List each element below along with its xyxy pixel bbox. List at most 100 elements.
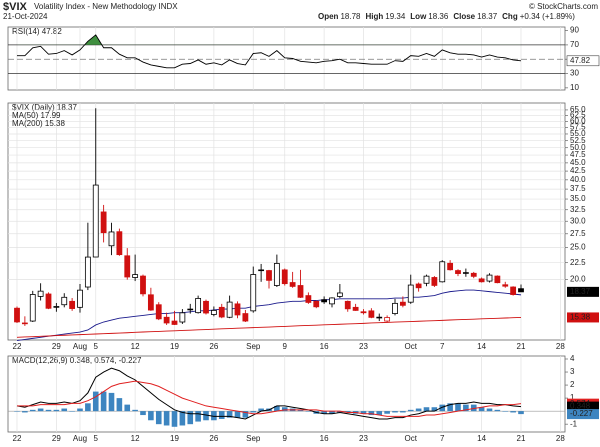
candle-body <box>273 263 280 286</box>
candle-body <box>210 310 217 315</box>
candle-body <box>234 303 241 316</box>
x-tick-label: 21 <box>517 434 526 443</box>
candle-body <box>124 255 131 278</box>
histogram-bar <box>337 411 343 413</box>
x-tick-label: Oct <box>405 434 418 443</box>
histogram-bar <box>37 408 44 412</box>
candle-body <box>431 277 438 286</box>
candle-body <box>297 285 304 298</box>
y-tick-label: 42.5 <box>570 166 586 175</box>
y-tick-label: 65.0 <box>570 105 586 114</box>
y-tick-label: 40.0 <box>570 175 586 184</box>
x-tick-label: 19 <box>170 342 179 351</box>
histogram-bar <box>92 391 99 412</box>
candle-body <box>61 296 68 306</box>
x-tick-label: 26 <box>209 342 218 351</box>
histogram-bar <box>22 411 28 413</box>
candle-body <box>29 294 36 322</box>
histogram-bar <box>171 411 178 427</box>
y-tick-label: 35.0 <box>570 194 586 203</box>
candle-body <box>21 322 28 325</box>
candle-body <box>321 299 328 303</box>
quote-value: +0.34 (+1.89%) <box>520 12 575 21</box>
candle-body <box>132 274 139 278</box>
histogram-bar <box>140 411 146 416</box>
x-tick-label: Sep <box>246 342 261 351</box>
histogram-bar <box>518 411 524 415</box>
histogram-bar <box>132 409 138 412</box>
macd-line <box>16 367 522 420</box>
candle-body <box>14 307 20 323</box>
x-tick-label: Aug <box>73 342 87 351</box>
y-tick-label: 32.5 <box>570 205 586 214</box>
quote-value: 18.37 <box>477 12 498 21</box>
x-tick-label: Sep <box>246 434 261 443</box>
candle-body <box>218 306 225 318</box>
y-tick-label: 60.0 <box>570 117 586 126</box>
moving-average <box>16 289 522 341</box>
x-tick-label: 5 <box>94 434 99 443</box>
histogram-bar <box>368 411 375 416</box>
y-tick-label: 10 <box>570 83 579 92</box>
histogram-bar <box>195 411 201 422</box>
candle-body <box>313 300 320 308</box>
candle-body <box>392 302 398 314</box>
quote-label: Low <box>410 12 427 21</box>
histogram-bar <box>455 403 461 412</box>
candle-body <box>250 274 257 312</box>
candle-body <box>37 290 44 297</box>
x-tick-label: 23 <box>359 434 368 443</box>
y-tick-label: 1 <box>570 393 575 402</box>
value-tag-bg <box>567 286 599 297</box>
histogram-bar <box>14 411 20 412</box>
x-tick-label: 26 <box>209 434 218 443</box>
histogram-bar <box>203 411 209 421</box>
candle-body <box>187 308 194 311</box>
histogram-bar <box>187 411 194 425</box>
candle-body <box>147 294 154 311</box>
x-tick-label: 23 <box>359 342 368 351</box>
histogram-bar <box>258 408 264 412</box>
value-tag-bg <box>567 401 599 412</box>
x-tick-label: 29 <box>52 434 61 443</box>
candle-body <box>171 320 178 325</box>
x-tick-label: 22 <box>13 434 22 443</box>
candle-body <box>447 262 454 271</box>
y-tick-label: 37.5 <box>570 184 586 193</box>
candle-body <box>69 300 76 309</box>
candle-body <box>439 261 446 283</box>
x-tick-label: 7 <box>440 434 445 443</box>
histogram-bar <box>431 407 438 412</box>
legend-entry: MA(50) 17.99 <box>12 111 61 120</box>
x-tick-label: 5 <box>94 342 99 351</box>
candle-body <box>502 284 509 287</box>
y-tick-label: 20.0 <box>570 275 586 284</box>
histogram-bar <box>329 411 335 414</box>
histogram-bar <box>400 411 406 413</box>
y-tick-label: 45.0 <box>570 158 586 167</box>
histogram-bar <box>478 407 485 412</box>
quote-label: High <box>365 12 383 21</box>
moving-average <box>16 317 522 338</box>
x-tick-label: 12 <box>131 342 140 351</box>
histogram-bar <box>218 411 225 419</box>
x-tick-label: 28 <box>556 434 565 443</box>
value-tag: 0.348 <box>570 402 591 411</box>
histogram-bar <box>148 411 154 421</box>
candle-body <box>195 298 202 314</box>
histogram-bar <box>69 411 75 412</box>
histogram-bar <box>423 407 430 412</box>
value-tag: -0.227 <box>570 409 593 418</box>
candle-body <box>462 272 469 274</box>
quote-value: 18.78 <box>340 12 361 21</box>
credit: © StockCharts.com <box>529 2 598 11</box>
candle-body <box>163 316 170 324</box>
histogram-bar <box>77 408 83 412</box>
y-tick-label: 27.5 <box>570 229 586 238</box>
candle-body <box>376 316 383 319</box>
y-tick-label: 2 <box>570 380 575 389</box>
histogram-bar <box>376 411 383 416</box>
candle-body <box>258 269 265 272</box>
candle-body <box>455 270 461 274</box>
candle-body <box>155 304 162 320</box>
